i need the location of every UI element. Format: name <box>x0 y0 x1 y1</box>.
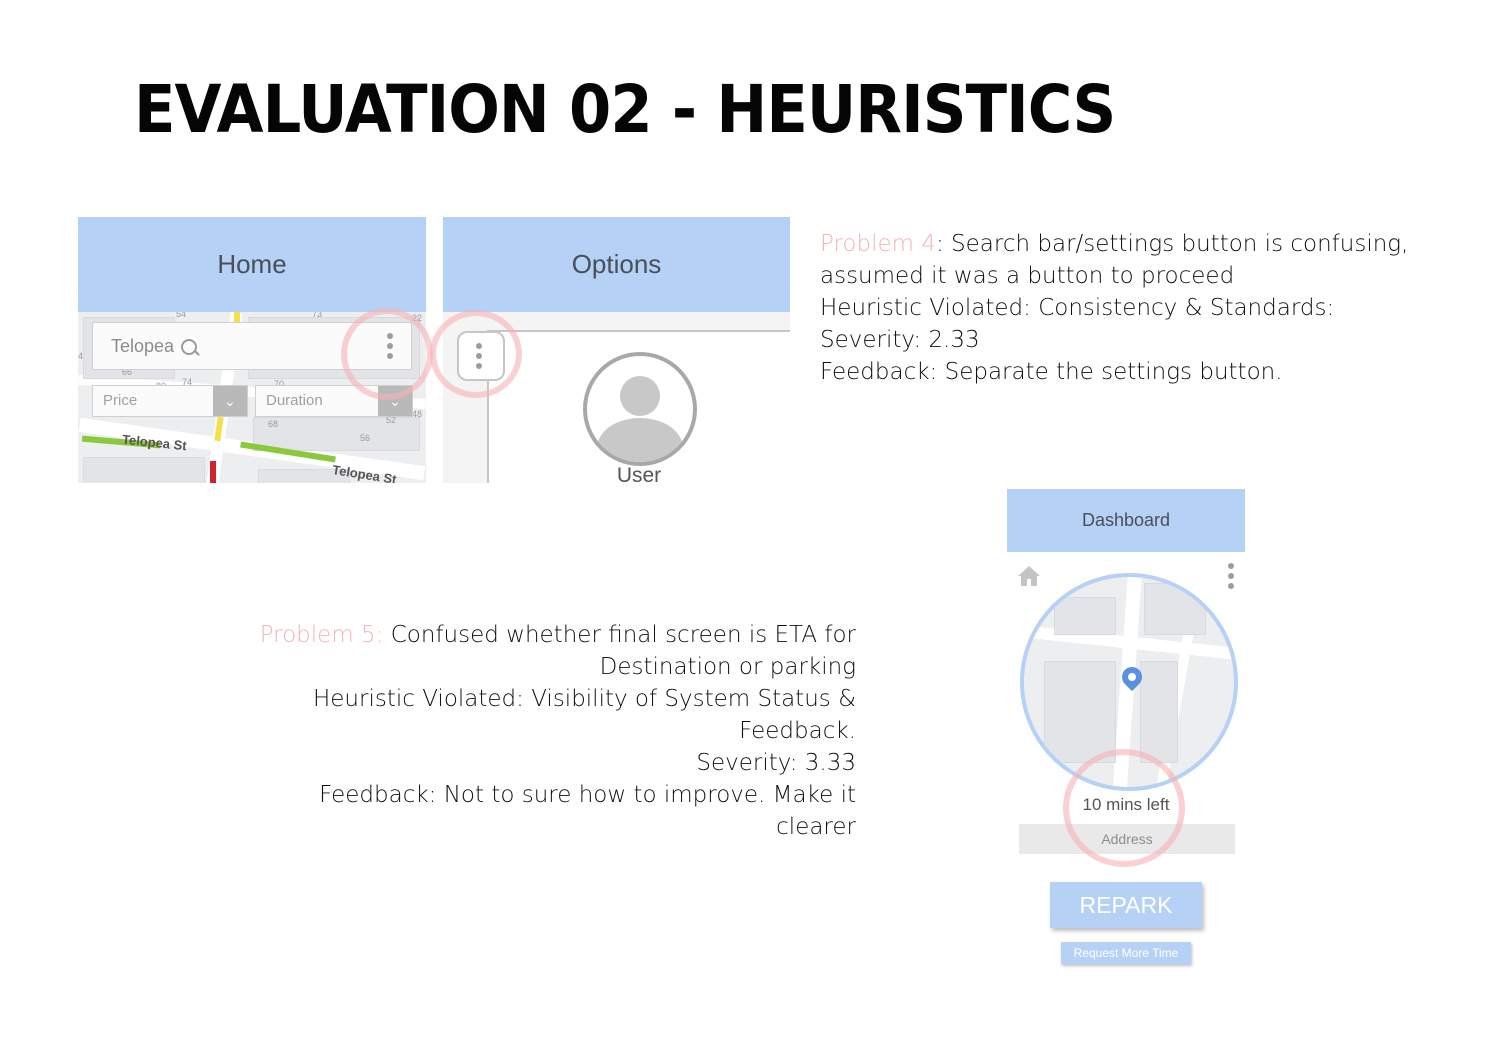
map-number: 56 <box>360 433 371 443</box>
problem-4-text: Problem 4: Search bar/settings button is… <box>820 228 1440 388</box>
map-block <box>1144 583 1206 635</box>
map-block <box>253 417 420 451</box>
map-number: 70 <box>274 379 285 389</box>
map-block <box>258 469 350 483</box>
problem-5-heuristic-cont: Feedback. <box>739 718 856 744</box>
problem-4-severity: Severity: 2.33 <box>820 327 980 353</box>
search-icon <box>181 339 197 355</box>
problem-5-text: Problem 5: Confused whether final screen… <box>230 619 856 843</box>
settings-kebab-icon[interactable] <box>1228 563 1234 593</box>
request-more-time-button[interactable]: Request More Time <box>1061 942 1191 964</box>
problem-5-feedback: Feedback: Not to sure how to improve. Ma… <box>319 782 856 808</box>
traffic-line-yellow <box>234 312 240 324</box>
duration-dropdown[interactable]: Duration ⌄ <box>255 385 413 417</box>
map-block <box>1054 597 1116 635</box>
user-avatar-icon[interactable] <box>583 352 697 466</box>
map-number: 66 <box>122 367 133 377</box>
dashboard-screen-mockup: Dashboard 10 mins left Address REPARK Re… <box>1007 489 1245 979</box>
problem-5-feedback-cont: clearer <box>776 814 856 840</box>
search-input[interactable]: Telopea <box>111 336 175 356</box>
highlight-ring <box>341 308 433 400</box>
map-number: 52 <box>386 415 397 425</box>
dashboard-header: Dashboard <box>1007 489 1245 552</box>
map-number: 54 <box>176 309 187 319</box>
problem-5-description: Confused whether final screen is ETA for <box>383 622 856 648</box>
highlight-ring <box>1063 749 1185 867</box>
map-number: 4 <box>78 351 84 361</box>
problem-4-label: Problem 4 <box>820 231 936 257</box>
problem-5-line: Problem 5: Confused whether final screen… <box>230 619 856 651</box>
user-label: User <box>616 464 662 483</box>
price-dropdown[interactable]: Price ⌄ <box>92 385 248 417</box>
map-block <box>1044 661 1116 763</box>
traffic-line-red <box>210 461 216 483</box>
highlight-ring <box>430 310 522 398</box>
map-number: 74 <box>182 377 193 387</box>
problem-4-feedback: Feedback: Separate the settings button. <box>820 359 1283 385</box>
map-block <box>83 457 205 483</box>
duration-dropdown-label: Duration <box>266 392 323 409</box>
options-header: Options <box>443 217 790 312</box>
home-icon[interactable] <box>1017 565 1041 587</box>
map-number: 22 <box>412 313 423 323</box>
problem-4-line: Problem 4: Search bar/settings button is… <box>820 228 1440 260</box>
problem-4-description: : Search bar/settings button is confusin… <box>935 231 1409 257</box>
slide-title: EVALUATION 02 - HEURISTICS <box>134 71 1116 148</box>
map-number: 48 <box>412 409 423 419</box>
home-screen-mockup: 54 73 74 80 70 68 56 52 48 4 66 22 Home … <box>78 217 426 483</box>
map-number: 68 <box>268 419 279 429</box>
problem-5-heuristic: Heuristic Violated: Visibility of System… <box>312 686 856 712</box>
problem-5-severity: Severity: 3.33 <box>696 750 856 776</box>
home-header: Home <box>78 217 426 312</box>
repark-button[interactable]: REPARK <box>1050 882 1202 928</box>
problem-5-description-cont: Destination or parking <box>599 654 856 680</box>
problem-4-heuristic: Heuristic Violated: Consistency & Standa… <box>820 295 1335 321</box>
problem-5-label: Problem 5: <box>259 622 384 648</box>
problem-4-description-cont: assumed it was a button to proceed <box>820 263 1235 289</box>
map-number: 73 <box>312 309 323 319</box>
chevron-down-icon[interactable]: ⌄ <box>213 386 247 416</box>
price-dropdown-label: Price <box>103 392 138 409</box>
map-block <box>1140 661 1178 763</box>
